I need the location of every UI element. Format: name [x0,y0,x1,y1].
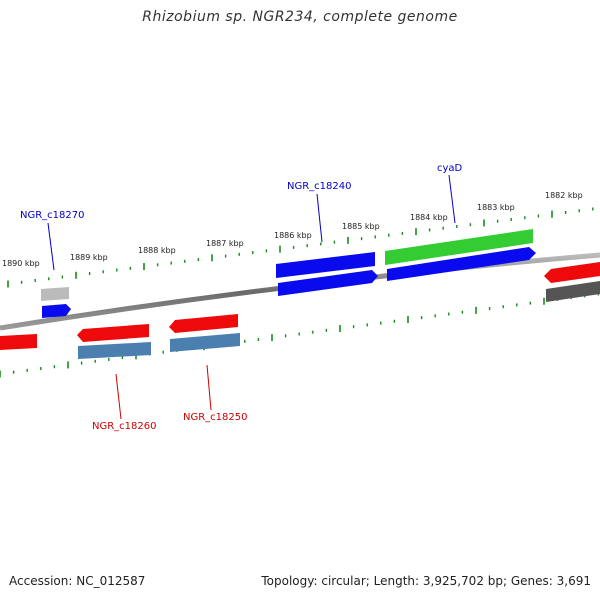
kbp-scale-labels: 1890 kbp 1889 kbp 1888 kbp 1887 kbp 1886… [2,191,583,268]
gene-label-cyad[interactable]: cyaD [437,163,463,174]
gene-bar[interactable] [170,333,240,352]
accession-label: Accession: NC_012587 [9,574,146,588]
gene-bar[interactable] [276,252,375,278]
kbp-label: 1886 kbp [274,231,312,240]
gene-bar[interactable] [41,287,69,301]
gene-arrow[interactable] [544,262,600,283]
leader-lines [47,174,456,420]
kbp-label: 1883 kbp [477,203,515,212]
gene-labels: NGR_c18270 NGR_c18240 cyaD NGR_c18260 NG… [20,163,463,432]
gene-arrow[interactable] [387,247,536,281]
kbp-label: 1888 kbp [138,246,176,255]
gene-label-ngr-c18270[interactable]: NGR_c18270 [20,210,85,221]
gene-label-ngr-c18250[interactable]: NGR_c18250 [183,412,248,423]
minus-strand-genes [0,262,600,359]
scale-ticks-upper [7,207,594,288]
kbp-label: 1884 kbp [410,213,448,222]
gene-arrow[interactable] [42,304,71,318]
kbp-label: 1889 kbp [70,253,108,262]
gene-label-ngr-c18260[interactable]: NGR_c18260 [92,421,157,432]
kbp-label: 1887 kbp [206,239,244,248]
gene-arrow[interactable] [169,314,238,333]
plus-strand-genes [41,229,536,318]
gene-bar[interactable] [0,334,37,350]
kbp-label: 1890 kbp [2,259,40,268]
gene-arrow[interactable] [278,270,378,296]
kbp-label: 1885 kbp [342,222,380,231]
gene-label-ngr-c18240[interactable]: NGR_c18240 [287,181,352,192]
kbp-label: 1882 kbp [545,191,583,200]
gene-bar[interactable] [78,342,151,359]
genome-summary: Topology: circular; Length: 3,925,702 bp… [261,574,591,588]
gene-arrow[interactable] [77,324,149,342]
gene-bar-cyad[interactable] [385,229,533,265]
map-title: Rhizobium sp. NGR234, complete genome [142,9,458,25]
gene-bar[interactable] [546,281,600,302]
